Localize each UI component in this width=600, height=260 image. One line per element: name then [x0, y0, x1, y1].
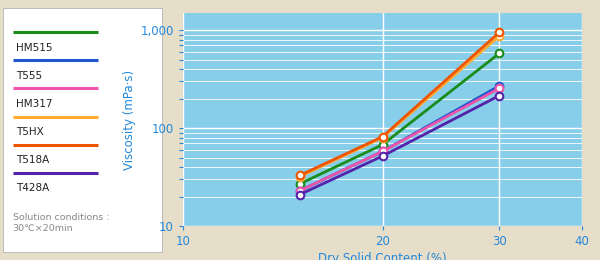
Text: T518A: T518A: [16, 155, 49, 165]
Text: HM515: HM515: [16, 42, 52, 53]
Text: T555: T555: [16, 71, 42, 81]
X-axis label: Dry Solid Content (%): Dry Solid Content (%): [318, 252, 447, 260]
Text: T428A: T428A: [16, 183, 49, 193]
Y-axis label: Viscosity (mPa·s): Viscosity (mPa·s): [124, 69, 136, 170]
Text: HM317: HM317: [16, 99, 52, 109]
Text: T5HX: T5HX: [16, 127, 43, 137]
Text: Solution conditions :
30℃×20min: Solution conditions : 30℃×20min: [13, 213, 109, 233]
